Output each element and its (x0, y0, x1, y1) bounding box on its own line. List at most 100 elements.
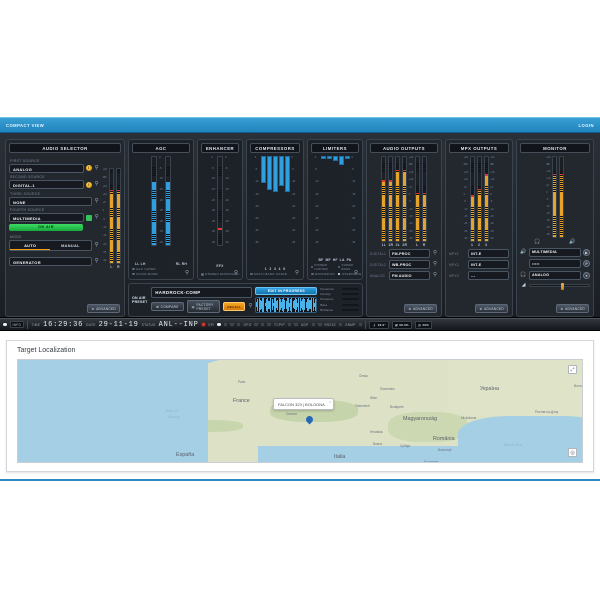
fullscreen-button[interactable]: ⤢ (568, 365, 577, 374)
meter-segment (389, 184, 393, 187)
knob-icon[interactable]: ⚲ (432, 261, 438, 267)
agc-gated-option[interactable]: AGC GATED (132, 267, 190, 271)
audio-output-value[interactable]: FM-PROC (389, 249, 430, 258)
multiband-gated-option[interactable]: MULTI-BAND GATED (250, 272, 300, 276)
compressor-band-bar (260, 156, 266, 183)
meter-segment (396, 215, 400, 218)
mute-icon[interactable]: ● (583, 271, 590, 279)
dynamics-row: Presence (320, 297, 359, 301)
stereo-enhancer-option[interactable]: STEREO ENHANCER (201, 272, 239, 276)
meter-segment (559, 175, 563, 178)
knob-icon[interactable]: ⚲ (94, 214, 99, 220)
voice-mode-option[interactable]: VOICE MODE (132, 272, 190, 276)
volume-slider[interactable] (529, 282, 590, 290)
advanced-button[interactable]: ⚙ ADVANCED (556, 304, 589, 313)
knob-icon[interactable]: ⚲ (294, 270, 300, 276)
fourth-source-value[interactable]: MULTIMEDIA (9, 213, 84, 222)
monitor-masked-value[interactable]: ••••• (529, 259, 581, 268)
third-source-value[interactable]: NONE (9, 196, 92, 206)
generator-field[interactable]: GENERATOR (9, 256, 92, 266)
knob-icon[interactable]: ⚲ (184, 270, 190, 276)
mpx-value[interactable]: INT-E (468, 260, 509, 269)
meter-segment (552, 196, 556, 198)
expansion-option[interactable]: EXPANSION (311, 272, 335, 276)
recall-button[interactable]: RECALL (223, 302, 246, 311)
map-canvas[interactable]: France España Italia Magyarország România Укр… (17, 359, 583, 463)
limiters-graph: 0 -5 -10 -15 -20 -25 -30 -35 0 -5 -10 -15 -20 -25 -30… (311, 156, 359, 257)
monitor-analog-value[interactable]: ANALOG (529, 270, 581, 280)
knob-icon[interactable]: ⚲ (94, 257, 99, 264)
advanced-button[interactable]: ⚙ ADVANCED (404, 304, 437, 313)
meter-segment (152, 213, 157, 216)
first-source-value[interactable]: ANALOG (9, 163, 84, 173)
meter-segment (552, 214, 556, 217)
scale-tick: -15 (463, 215, 468, 218)
overdrive-option[interactable]: OVERDRIVE (337, 272, 362, 276)
mode-switch[interactable]: AUTO MANUAL (9, 239, 92, 251)
overdrive-label: OVERDRIVE (341, 272, 362, 276)
meter-segment (559, 183, 563, 186)
meter-segment (382, 213, 386, 216)
meter-segment (422, 234, 426, 237)
meter-segment (165, 184, 170, 186)
power-limiter-option[interactable]: POWER LIMITER (311, 263, 335, 271)
advanced-button[interactable]: ⚙ ADVANCED (475, 304, 508, 313)
agc-scale: 0 -5 -10 -15 -20 -25 -30 -35 -40 (159, 156, 163, 246)
close-icon[interactable]: × (328, 400, 331, 404)
meter-segment (484, 159, 488, 161)
meter-segment (484, 178, 488, 180)
meter-segment (218, 169, 222, 172)
knob-icon[interactable]: ⚲ (94, 164, 99, 171)
meter-segment (552, 177, 556, 180)
volume-slider-handle[interactable] (560, 282, 564, 290)
preset-name-field[interactable]: HARDROCK-COMP (151, 287, 253, 298)
memory-indicator: ▥ 29% (414, 320, 432, 329)
audio-output-value[interactable]: WB-PROC (389, 260, 430, 269)
mode-auto-option[interactable]: AUTO (10, 241, 51, 250)
second-source-value[interactable]: DIGITAL-1 (9, 180, 84, 189)
mpx-value[interactable]: --- (468, 271, 509, 280)
meter-segment (152, 186, 157, 188)
knob-icon[interactable]: ⚲ (432, 250, 438, 256)
map-label: Paris (238, 380, 246, 384)
knob-icon[interactable]: ⚲ (94, 197, 99, 204)
dynamics-meters: Dynamics Density Presence Bass Brilliance (320, 287, 359, 313)
meter-segment (422, 165, 426, 168)
knob-icon[interactable]: ⚲ (94, 181, 99, 187)
scale-tick: -35 (314, 241, 319, 245)
knob-icon[interactable]: ⚲ (94, 241, 99, 248)
mpx-value[interactable]: INT-E (468, 249, 509, 258)
knob-icon[interactable]: ⚲ (248, 303, 253, 309)
advanced-button[interactable]: ⚙ ADVANCED (87, 304, 120, 313)
play-icon[interactable]: ▶ (583, 248, 590, 256)
meter-segment (403, 186, 407, 189)
meter-segment (110, 191, 113, 194)
meter-segment (396, 207, 400, 210)
meter-segment (389, 234, 393, 237)
info-button[interactable]: INFO (9, 321, 25, 328)
headphones-icon: 🎧 (520, 272, 527, 278)
login-link[interactable]: LOGIN (578, 122, 594, 128)
temperature-value: 29.6° (377, 322, 386, 327)
knob-icon[interactable]: ⚲ (233, 270, 239, 276)
map-label: Moldova (461, 415, 477, 420)
map-pin-icon[interactable] (306, 416, 313, 426)
section-agc: AGC 0 -5 -10 -15 -20 -25 -30 -35 -40 LL LH RL RH… (128, 139, 194, 280)
knob-icon[interactable]: ⚲ (432, 272, 438, 278)
meter-segment (422, 184, 426, 187)
mediterranean-water (268, 446, 478, 462)
map-popup[interactable]: FALCON 323 | BOLOGNA × (273, 398, 334, 410)
compare-button[interactable]: ⇄ COMPARE (151, 302, 184, 311)
audio-output-value[interactable]: FM AUDIO (389, 271, 430, 280)
refresh-icon[interactable]: ⟳ (583, 260, 590, 267)
monitor-multimedia-value[interactable]: MULTIMEDIA (529, 247, 581, 257)
meter-segment (389, 157, 393, 159)
meter-segment (559, 181, 563, 184)
knob-icon[interactable]: ⚲ (353, 270, 359, 276)
meter-segment (165, 178, 170, 180)
factory-preset-button[interactable]: ▤ FACTORY PRESET (186, 300, 221, 313)
super-bass-option[interactable]: SUPER BASS (337, 263, 362, 271)
locate-button[interactable]: ◎ (568, 448, 577, 457)
generator-row: GENERATOR ⚲ (9, 256, 100, 266)
mode-manual-option[interactable]: MANUAL (61, 242, 80, 248)
